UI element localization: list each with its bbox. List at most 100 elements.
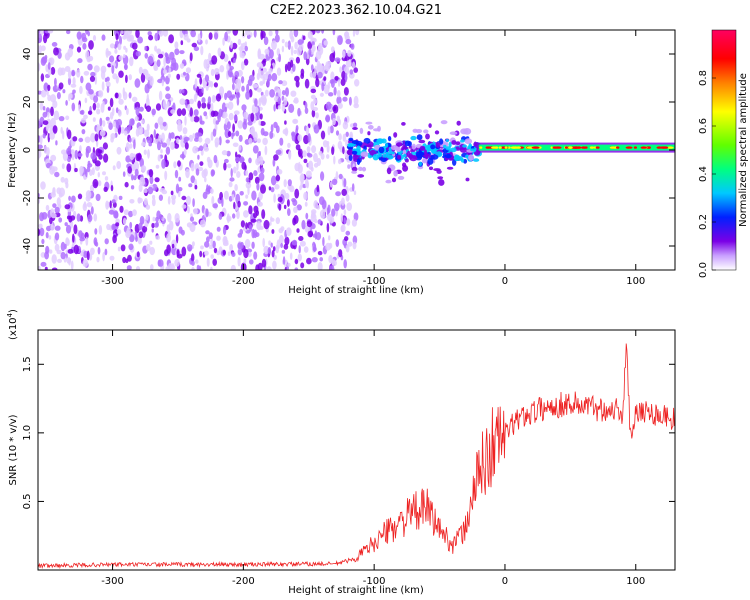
heatmap-cell [54,77,57,87]
heatmap-cell [343,87,349,96]
heatmap-cell [244,238,251,249]
heatmap-cell [139,215,145,225]
heatmap-cell [287,40,291,50]
heatmap-cell [235,202,239,211]
snr-xtick-label: -300 [101,576,124,587]
heatmap-cell [227,251,231,256]
heatmap-cell [180,229,185,236]
heatmap-cell [367,125,374,130]
heatmap-cell [427,157,434,165]
heatmap-cell [625,146,633,149]
heatmap-cell [72,89,76,94]
heatmap-cell [92,178,99,189]
heatmap-cell [171,197,176,205]
heatmap-cell [134,168,139,177]
heatmap-cell [291,131,296,137]
heatmap-cell [287,142,291,148]
heatmap-cell [203,111,208,117]
heatmap-cell [54,206,60,214]
heatmap-cell [67,48,73,58]
snr-frame [37,329,676,571]
heatmap-cell [338,133,342,141]
heatmap-cell [57,258,62,263]
heatmap-cell [329,125,334,134]
heatmap-cell [70,260,74,270]
heatmap-cell [195,168,200,176]
heatmap-cell [177,160,181,167]
heatmap-cell [145,214,149,221]
heatmap-cell [105,81,111,88]
spectrogram-ytick-label: -20 [22,190,33,206]
heatmap-cell [132,42,138,50]
heatmap-cell [116,229,122,235]
heatmap-cell [165,75,170,85]
heatmap-cell [133,139,136,150]
heatmap-cell [82,43,87,50]
heatmap-cell [329,216,335,224]
heatmap-cell [38,144,43,150]
heatmap-cell [76,46,82,53]
heatmap-cell [288,57,295,62]
heatmap-cell [90,71,96,77]
heatmap-cell [616,146,620,149]
heatmap-cell [262,97,267,105]
heatmap-cell [273,104,276,112]
heatmap-cell [124,181,129,188]
heatmap-cell [297,148,303,157]
heatmap-cell [56,197,61,207]
heatmap-cell [589,146,595,149]
heatmap-cell [351,150,358,155]
heatmap-cell [96,108,101,115]
heatmap-cell [132,96,138,103]
heatmap-cell [173,62,179,71]
heatmap-cell [315,112,319,119]
heatmap-cell [249,259,254,265]
heatmap-cell [339,66,342,73]
heatmap-cell [245,222,248,230]
heatmap-cell [376,153,383,158]
heatmap-cell [454,155,460,161]
heatmap-cell [281,39,285,44]
heatmap-cell [40,73,45,82]
heatmap-cell [250,112,255,123]
heatmap-cell [94,228,98,235]
heatmap-cell [264,89,269,97]
heatmap-cell [39,212,45,222]
heatmap-cell [190,30,196,38]
heatmap-cell [194,184,198,190]
heatmap-cell [98,225,103,235]
heatmap-cell [233,57,236,64]
heatmap-cell [116,160,122,170]
heatmap-cell [314,65,318,74]
heatmap-cell [40,45,46,52]
heatmap-cell [285,87,289,97]
heatmap-cell [154,45,158,52]
heatmap-cell [60,241,66,252]
heatmap-cell [294,267,299,270]
heatmap-cell [116,146,122,155]
heatmap-cell [134,101,141,109]
heatmap-cell [49,132,55,140]
heatmap-cell [232,83,235,91]
heatmap-cell [293,99,299,104]
heatmap-cell [147,55,154,66]
heatmap-cell [581,146,586,149]
heatmap-cell [449,131,458,135]
heatmap-cell [333,86,337,96]
heatmap-cell [338,249,343,258]
heatmap-cell [138,231,144,239]
heatmap-cell [120,126,125,134]
heatmap-cell [191,260,195,266]
heatmap-cell [345,131,349,137]
heatmap-cell [229,177,235,182]
heatmap-cell [120,30,124,35]
heatmap-cell [456,120,461,126]
heatmap-cell [101,34,106,41]
heatmap-cell [60,251,66,260]
heatmap-cell [284,41,289,48]
heatmap-cell [226,90,232,99]
heatmap-cell [282,128,289,135]
heatmap-cell [207,96,212,105]
heatmap-cell [142,225,148,233]
heatmap-cell [65,100,68,106]
